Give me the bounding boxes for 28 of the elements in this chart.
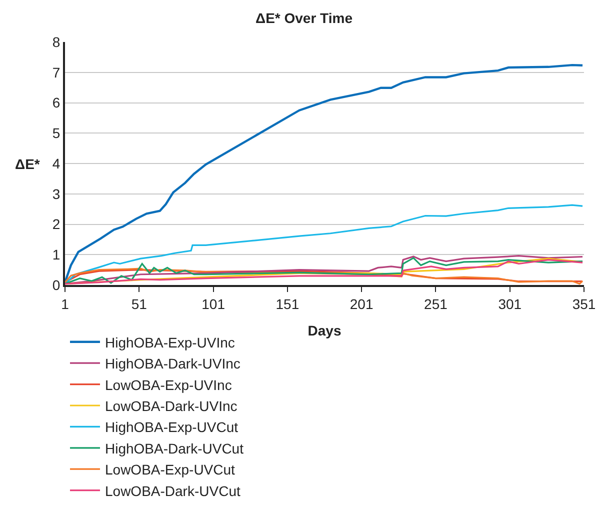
legend-label: HighOBA-Dark-UVInc [105,356,240,372]
y-tick-label: 1 [52,246,60,263]
y-tick-label: 3 [52,186,60,202]
x-tick-label: 51 [131,296,148,312]
y-tick-label: 4 [52,155,60,172]
legend-label: LowOBA-Dark-UVInc [105,398,238,414]
legend-label: LowOBA-Dark-UVCut [105,482,240,499]
x-tick-label: 351 [572,296,596,312]
y-tick-label: 6 [52,94,60,111]
y-tick-label: 5 [52,125,60,142]
y-tick-label: 0 [52,276,60,293]
y-tick-label: 8 [52,34,60,50]
y-tick-label: 2 [52,216,60,232]
x-tick-label: 251 [424,296,448,312]
x-tick-label: 101 [202,296,226,312]
x-axis-title: Days [308,322,342,339]
legend-label: HighOBA-Exp-UVInc [105,334,235,350]
legend-label: LowOBA-Exp-UVCut [105,462,236,478]
line-series [65,64,584,284]
legend-label: HighOBA-Exp-UVCut [105,419,238,436]
y-tick-label: 7 [52,64,60,80]
chart-title: ΔE* Over Time [256,10,353,26]
legend-label: HighOBA-Dark-UVCut [105,440,244,456]
x-tick-label: 201 [350,296,374,312]
y-axis-title: ΔE* [15,156,40,172]
x-tick-label: 301 [498,296,522,312]
legend-label: LowOBA-Exp-UVInc [105,376,232,393]
x-tick-label: 151 [276,296,300,312]
